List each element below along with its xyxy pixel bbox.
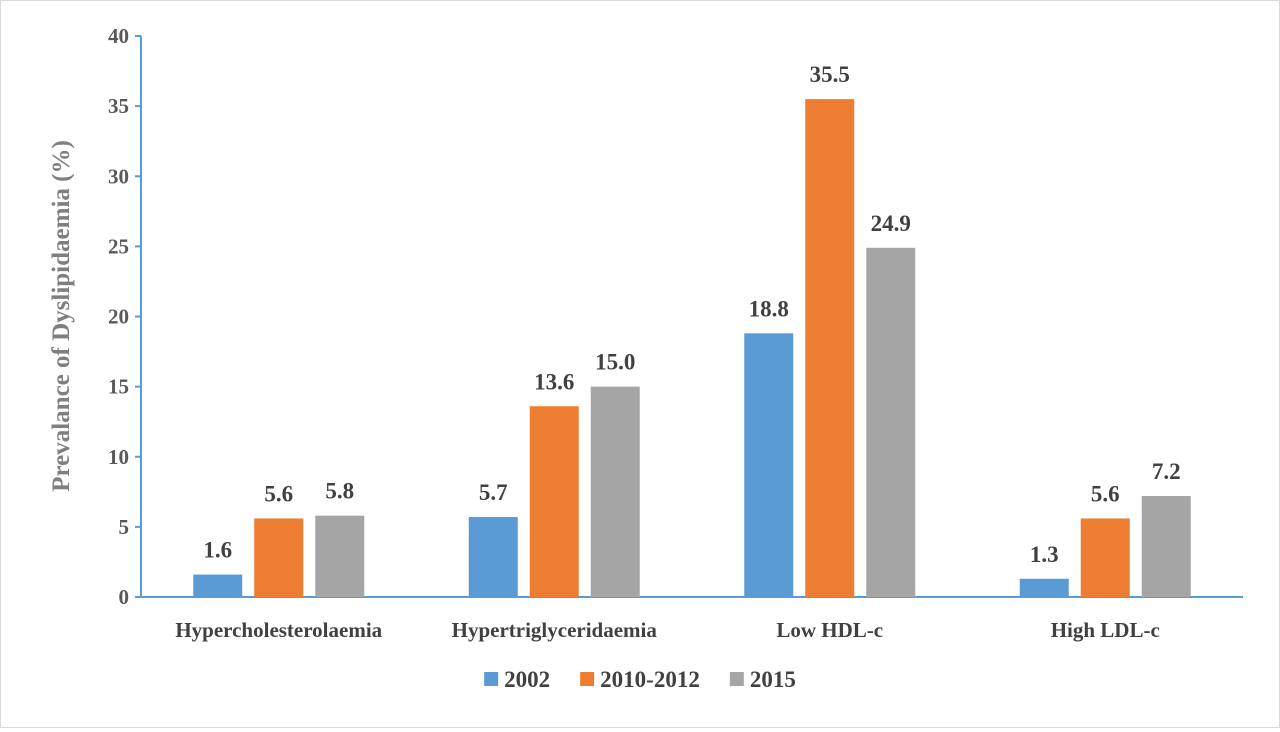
x-tick-label: Hypercholesterolaemia xyxy=(175,618,382,642)
bar-3-2015 xyxy=(866,247,916,597)
bar-3-2010-2012 xyxy=(805,99,855,598)
y-axis-title: Prevalance of Dyslipidaemia (%) xyxy=(48,140,75,492)
data-labels: 1.6 5.6 5.8 5.7 13.6 15.0 18.8 35.5 24.9 1.3 5.6 7.… xyxy=(203,62,1180,567)
y-axis: 0 5 10 15 20 25 30 35 40 xyxy=(108,24,142,609)
bar-4-2002 xyxy=(1019,578,1069,597)
y-tick-label: 20 xyxy=(108,305,129,329)
y-tick-label: 25 xyxy=(108,234,129,258)
data-label: 35.5 xyxy=(810,62,850,87)
data-label: 15.0 xyxy=(595,350,635,375)
legend-label: 2015 xyxy=(750,667,796,692)
bars xyxy=(193,99,1191,598)
data-label: 13.6 xyxy=(534,369,574,394)
data-label: 24.9 xyxy=(871,211,911,236)
bar-3-2002 xyxy=(744,333,794,597)
legend-swatch xyxy=(580,672,595,686)
y-tick-label: 40 xyxy=(108,24,129,48)
legend: 2002 2010-2012 2015 xyxy=(484,667,796,692)
y-tick-label: 15 xyxy=(108,375,129,399)
data-label: 5.7 xyxy=(479,480,508,505)
legend-swatch xyxy=(484,672,499,686)
bar-2-2015 xyxy=(590,386,640,597)
bar-1-2002 xyxy=(193,574,243,597)
legend-item-2002: 2002 xyxy=(484,667,550,692)
data-label: 7.2 xyxy=(1152,459,1181,484)
data-label: 5.6 xyxy=(264,481,293,506)
x-tick-label: Low HDL-c xyxy=(776,618,883,642)
bar-4-2010-2012 xyxy=(1080,518,1130,597)
data-label: 5.8 xyxy=(325,479,354,504)
y-tick-label: 10 xyxy=(108,445,129,469)
y-tick-label: 5 xyxy=(119,515,130,539)
category-labels: Hypercholesterolaemia Hypertriglyceridaem… xyxy=(175,618,1159,642)
legend-item-2010-2012: 2010-2012 xyxy=(580,667,700,692)
bar-2-2010-2012 xyxy=(529,406,579,597)
y-tick-label: 30 xyxy=(108,164,129,188)
data-label: 5.6 xyxy=(1091,481,1120,506)
legend-item-2015: 2015 xyxy=(729,667,796,692)
y-tick-label: 35 xyxy=(108,94,129,118)
data-label: 1.3 xyxy=(1030,542,1059,567)
legend-label: 2002 xyxy=(504,667,550,692)
data-label: 1.6 xyxy=(203,538,232,563)
legend-label: 2010-2012 xyxy=(600,667,700,692)
bar-1-2010-2012 xyxy=(254,518,304,597)
bar-4-2015 xyxy=(1141,496,1191,597)
x-tick-label: Hypertriglyceridaemia xyxy=(452,618,658,642)
y-tick-label: 0 xyxy=(119,585,130,609)
bar-2-2002 xyxy=(468,517,518,597)
legend-swatch xyxy=(729,672,744,686)
bar-1-2015 xyxy=(315,515,365,597)
data-label: 18.8 xyxy=(749,296,789,321)
x-tick-label: High LDL-c xyxy=(1051,618,1160,642)
